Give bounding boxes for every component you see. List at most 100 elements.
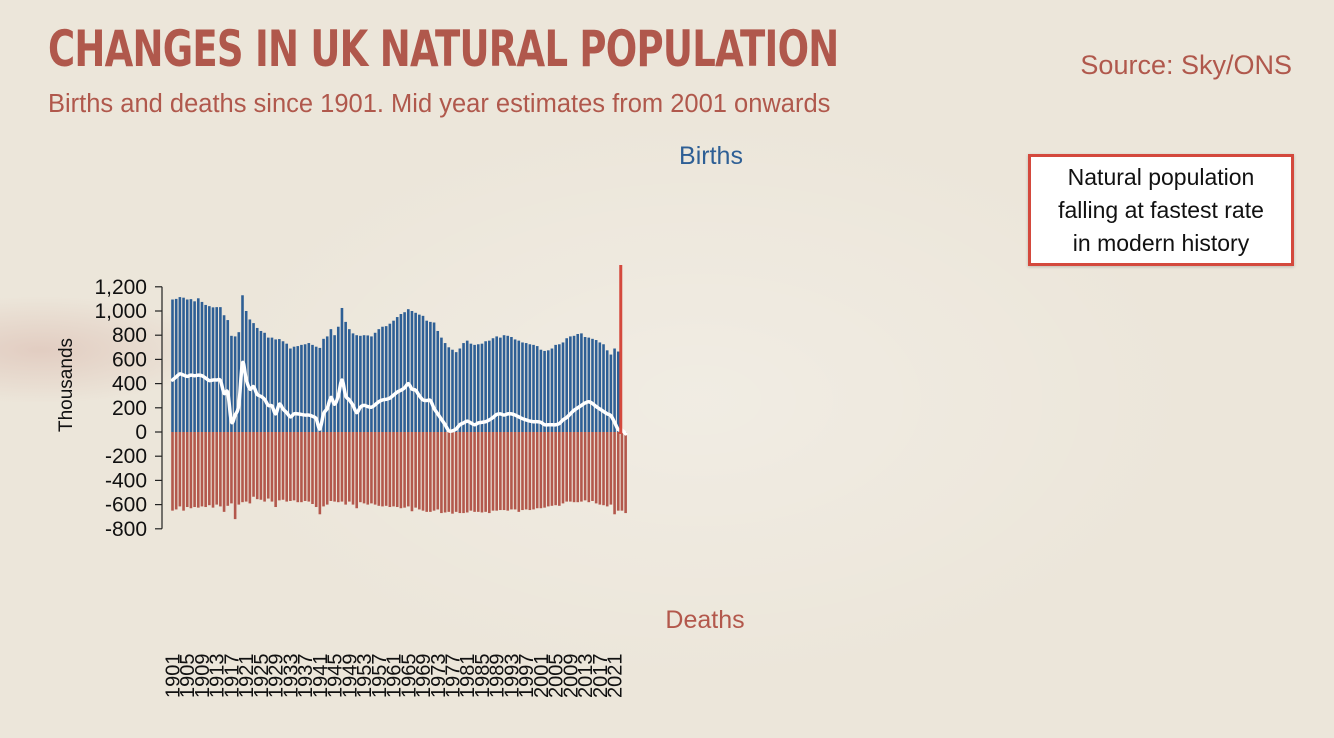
deaths-bar-1948 (344, 432, 347, 505)
deaths-bar-1943 (325, 432, 329, 505)
births-bar-1960 (388, 323, 392, 432)
x-tick-label: 1901 (163, 654, 185, 699)
births-bar-1952 (359, 335, 362, 432)
deaths-bar-2015 (591, 432, 594, 501)
deaths-bar-2020 (609, 432, 613, 505)
x-tick-label: 2013 (575, 654, 597, 699)
deaths-bar-1968 (418, 432, 421, 510)
deaths-bar-1983 (473, 432, 476, 512)
deaths-bar-1905 (185, 432, 189, 508)
deaths-bar-1909 (200, 432, 204, 507)
births-bar-1998 (528, 344, 532, 432)
births-bar-2005 (554, 344, 557, 432)
deaths-bar-1918 (233, 432, 237, 520)
births-bar-2013 (583, 337, 587, 432)
births-bar-2007 (561, 342, 565, 432)
y-tick-label: 200 (112, 397, 147, 420)
births-bar-2009 (569, 336, 572, 432)
births-bar-1976 (447, 347, 451, 432)
deaths-bar-1911 (208, 432, 211, 506)
deaths-bar-1976 (447, 432, 451, 512)
births-bar-1955 (370, 336, 373, 432)
x-tick-label: 1945 (325, 654, 347, 699)
x-tick-label: 1953 (354, 654, 376, 699)
y-tick-label: 1,200 (94, 276, 147, 299)
deaths-bar-1936 (300, 432, 303, 503)
births-bar-1966 (410, 311, 414, 432)
births-bar-1911 (208, 306, 211, 432)
births-bar-1939 (311, 344, 314, 432)
x-tick-label: 1917 (221, 654, 243, 699)
births-bar-1936 (300, 344, 303, 432)
deaths-bar-2023 (620, 432, 624, 511)
births-bar-1964 (403, 312, 406, 432)
source-label: Source: Sky/ONS (1080, 50, 1292, 80)
deaths-bar-2006 (558, 432, 561, 506)
births-bar-1995 (517, 340, 521, 432)
deaths-bar-1971 (429, 432, 432, 512)
y-tick-label: -800 (105, 518, 147, 541)
deaths-bar-1924 (255, 432, 259, 500)
births-bar-1963 (399, 314, 403, 432)
deaths-bar-1929 (274, 432, 277, 508)
births-bar-1903 (178, 297, 182, 432)
deaths-bar-2018 (602, 432, 605, 506)
births-bar-1968 (418, 314, 421, 432)
deaths-bar-1926 (263, 432, 266, 502)
deaths-bar-1988 (491, 432, 495, 511)
births-bar-2014 (587, 337, 591, 432)
deaths-bar-1972 (432, 432, 436, 511)
deaths-bar-1915 (222, 432, 226, 512)
deaths-bar-1964 (403, 432, 406, 508)
x-tick-label: 1957 (369, 654, 391, 699)
natural-change-line (170, 360, 628, 436)
births-bar-1962 (395, 317, 399, 432)
deaths-bar-1982 (469, 432, 473, 511)
births-bar-1904 (182, 297, 185, 432)
births-bar-1951 (355, 335, 358, 432)
deaths-bar-1945 (333, 432, 336, 502)
births-bar-1953 (362, 335, 366, 432)
deaths-bar-1978 (454, 432, 458, 512)
births-bar-1943 (325, 336, 329, 432)
births-bar-1937 (303, 344, 307, 432)
chart-title: CHANGES IN UK NATURAL POPULATION (48, 20, 839, 78)
deaths-bar-2012 (580, 432, 583, 502)
deaths-bar-1985 (480, 432, 484, 513)
births-bar-1901 (171, 299, 174, 432)
deaths-bar-1956 (373, 432, 377, 505)
births-bar-1978 (454, 352, 458, 432)
deaths-bar-1960 (388, 432, 392, 508)
births-bar-1986 (484, 341, 487, 432)
births-bar-2016 (594, 340, 598, 432)
births-bar-2018 (602, 344, 605, 432)
births-bar-1987 (488, 340, 491, 432)
deaths-bar-2014 (587, 432, 591, 503)
y-tick-label: -400 (105, 469, 147, 492)
births-bar-1990 (499, 337, 502, 432)
deaths-bar-2011 (576, 432, 580, 503)
deaths-bar-1913 (215, 432, 219, 505)
y-tick-label: 600 (112, 348, 147, 371)
deaths-bar-1952 (359, 432, 362, 503)
births-bar-1997 (524, 343, 528, 432)
x-tick-label: 1997 (516, 654, 538, 699)
births-bar-1914 (219, 307, 222, 432)
x-axis: 1901190519091913191719211925192919331937… (163, 654, 627, 699)
deaths-bar-1954 (366, 432, 370, 505)
legend-births: Births (679, 142, 743, 170)
births-bar-2022 (616, 351, 620, 432)
births-bar-2004 (550, 348, 554, 432)
deaths-bar-1935 (296, 432, 300, 503)
y-tick-label: 400 (112, 373, 147, 396)
deaths-bar-2017 (598, 432, 602, 505)
births-bars (171, 295, 620, 433)
births-bar-2003 (546, 350, 550, 432)
deaths-bar-1941 (318, 432, 322, 515)
deaths-bar-1979 (458, 432, 462, 514)
x-tick-label: 2017 (590, 654, 612, 699)
y-tick-label: 800 (112, 324, 147, 347)
deaths-bar-1903 (178, 432, 182, 507)
births-bar-2020 (609, 354, 613, 432)
births-bar-1993 (510, 337, 513, 432)
